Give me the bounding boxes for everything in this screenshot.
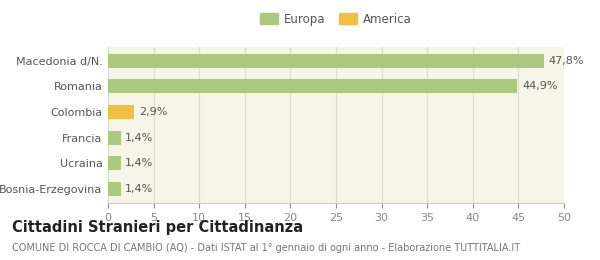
- Bar: [108, 182, 121, 196]
- Bar: [108, 54, 544, 68]
- Bar: [108, 105, 134, 119]
- Text: 1,4%: 1,4%: [125, 184, 154, 194]
- Bar: [108, 131, 121, 145]
- Text: 1,4%: 1,4%: [125, 158, 154, 168]
- Text: COMUNE DI ROCCA DI CAMBIO (AQ) - Dati ISTAT al 1° gennaio di ogni anno - Elabora: COMUNE DI ROCCA DI CAMBIO (AQ) - Dati IS…: [12, 243, 520, 253]
- Bar: [108, 156, 121, 170]
- Text: 44,9%: 44,9%: [522, 81, 557, 92]
- Text: 2,9%: 2,9%: [139, 107, 167, 117]
- Text: Cittadini Stranieri per Cittadinanza: Cittadini Stranieri per Cittadinanza: [12, 220, 303, 235]
- Text: 1,4%: 1,4%: [125, 133, 154, 142]
- Legend: Europa, America: Europa, America: [257, 9, 415, 29]
- Text: 47,8%: 47,8%: [548, 56, 584, 66]
- Bar: [108, 80, 517, 94]
